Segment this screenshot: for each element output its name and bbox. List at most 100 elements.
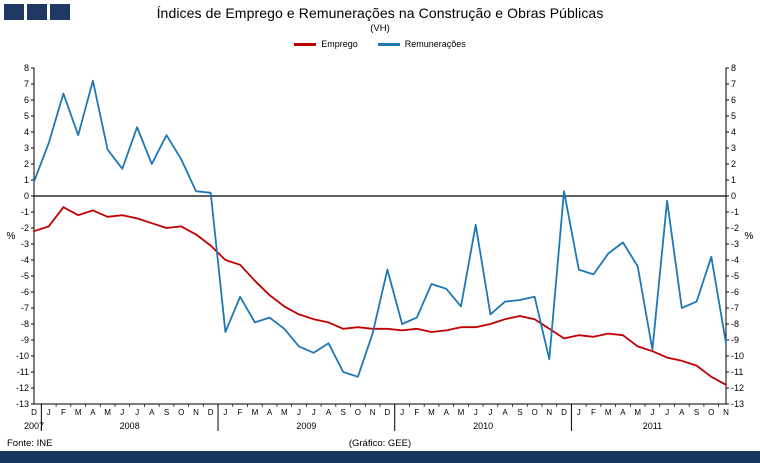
svg-text:2011: 2011 [643,421,662,431]
chart-canvas: 8 8 7 7 6 6 5 5 4 4 3 3 2 2 1 1 0 0 -1 -1 -2 -2 -3 -3 -4 -4 -5 -5 -6… [7,63,754,431]
svg-text:M: M [634,408,641,417]
svg-text:-8: -8 [731,319,739,329]
svg-text:-12: -12 [16,383,29,393]
logo-square [50,4,70,20]
svg-text:D: D [31,408,37,417]
svg-text:J: J [223,408,227,417]
svg-text:2008: 2008 [120,421,140,431]
svg-text:M: M [458,408,465,417]
svg-text:3: 3 [731,143,736,153]
y-axis-title-left: % [7,231,16,242]
svg-text:-5: -5 [21,271,29,281]
svg-text:2007: 2007 [24,421,44,431]
legend-label-remuneracoes: Remunerações [404,39,466,49]
svg-text:F: F [591,408,596,417]
svg-text:O: O [531,408,537,417]
svg-text:A: A [620,408,626,417]
svg-text:S: S [517,408,522,417]
svg-text:J: J [577,408,581,417]
svg-text:J: J [488,408,492,417]
svg-text:M: M [428,408,435,417]
logo-square [4,4,24,20]
series-line-emprego [33,206,727,386]
svg-text:-6: -6 [21,287,29,297]
svg-text:J: J [650,408,654,417]
svg-text:-9: -9 [21,335,29,345]
page-subtitle: (VH) [370,23,390,34]
svg-text:N: N [546,408,552,417]
svg-text:A: A [149,408,155,417]
svg-text:A: A [444,408,450,417]
page-title: Índices de Emprego e Remunerações na Con… [156,5,604,21]
legend-label-emprego: Emprego [321,39,358,49]
svg-text:-1: -1 [21,207,29,217]
svg-text:1: 1 [24,175,29,185]
svg-text:4: 4 [731,127,736,137]
svg-text:J: J [135,408,139,417]
svg-text:6: 6 [24,95,29,105]
svg-text:-1: -1 [731,207,739,217]
svg-text:A: A [679,408,685,417]
svg-text:-2: -2 [21,223,29,233]
remuneracoes-line-swatch [377,42,400,46]
svg-text:-3: -3 [21,239,29,249]
svg-text:F: F [414,408,419,417]
svg-text:6: 6 [731,95,736,105]
svg-text:M: M [605,408,612,417]
svg-text:J: J [120,408,124,417]
svg-text:D: D [561,408,567,417]
svg-text:J: J [665,408,669,417]
credit-note: (Gráfico: GEE) [348,438,412,449]
svg-text:N: N [193,408,199,417]
svg-text:-10: -10 [16,351,29,361]
svg-text:J: J [400,408,404,417]
legend-item-emprego: Emprego [294,39,358,49]
svg-text:O: O [178,408,184,417]
svg-text:A: A [326,408,332,417]
svg-text:-10: -10 [731,351,744,361]
svg-text:7: 7 [24,79,29,89]
svg-text:N: N [723,408,729,417]
svg-text:-13: -13 [16,399,29,409]
svg-text:M: M [252,408,259,417]
svg-text:1: 1 [731,175,736,185]
svg-text:J: J [297,408,301,417]
svg-text:-8: -8 [21,319,29,329]
svg-text:3: 3 [24,143,29,153]
svg-text:-13: -13 [731,399,744,409]
svg-text:M: M [75,408,82,417]
svg-text:S: S [341,408,346,417]
svg-text:F: F [61,408,66,417]
svg-text:F: F [238,408,243,417]
svg-text:D: D [208,408,214,417]
svg-text:A: A [267,408,273,417]
svg-text:A: A [90,408,96,417]
svg-text:2010: 2010 [473,421,493,431]
svg-text:-5: -5 [731,271,739,281]
x-axis-year-labels: 2007 2008 2009 2010 2011 [24,404,662,431]
svg-text:-9: -9 [731,335,739,345]
svg-text:M: M [104,408,111,417]
svg-text:-12: -12 [731,383,744,393]
line-chart: 8 8 7 7 6 6 5 5 4 4 3 3 2 2 1 1 0 0 -1 -1 -2 -2 -3 -3 -4 -4 -5 -5 -6… [0,52,760,438]
svg-text:O: O [708,408,714,417]
svg-text:2009: 2009 [296,421,316,431]
svg-text:7: 7 [731,79,736,89]
svg-text:N: N [370,408,376,417]
svg-text:-6: -6 [731,287,739,297]
svg-text:O: O [355,408,361,417]
svg-text:D: D [385,408,391,417]
svg-text:0: 0 [24,191,29,201]
svg-text:S: S [164,408,169,417]
svg-text:J: J [312,408,316,417]
svg-text:-11: -11 [731,367,743,377]
svg-text:-4: -4 [21,255,29,265]
svg-text:0: 0 [731,191,736,201]
svg-text:-7: -7 [21,303,29,313]
svg-text:4: 4 [24,127,29,137]
svg-text:-2: -2 [731,223,739,233]
svg-text:-3: -3 [731,239,739,249]
series-line-remuneracoes [33,79,727,378]
